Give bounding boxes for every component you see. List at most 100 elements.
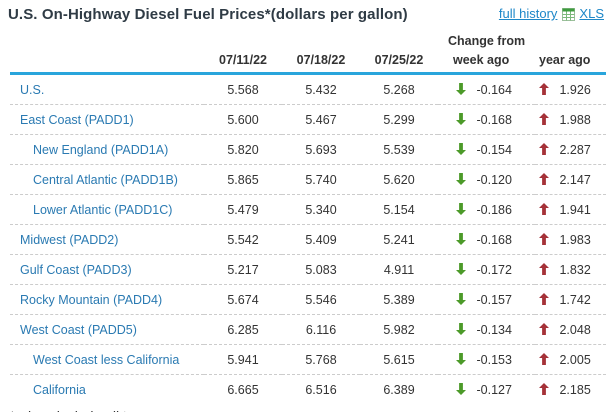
price-cell: 5.542 [204, 224, 282, 255]
year-change-cell: 1.742 [535, 284, 606, 315]
price-cell: 5.539 [360, 134, 438, 165]
col-header-week-ago: week ago [438, 48, 535, 75]
down-arrow-icon [456, 202, 466, 215]
price-cell: 5.941 [204, 344, 282, 375]
price-cell: 5.083 [282, 254, 360, 285]
xls-link[interactable]: XLS [579, 6, 604, 21]
full-history-link[interactable]: full history [498, 6, 558, 21]
week-change-cell: -0.127 [438, 375, 535, 405]
up-arrow-icon [539, 172, 549, 185]
price-cell: 5.600 [204, 104, 282, 135]
down-arrow-icon [456, 82, 466, 95]
region-label: Gulf Coast (PADD3) [10, 254, 204, 285]
week-change-cell: -0.157 [438, 284, 535, 315]
change-from-label: Change from [448, 34, 526, 48]
price-cell: 5.389 [360, 284, 438, 315]
year-change-value: 1.926 [559, 82, 591, 97]
price-cell: 5.217 [204, 254, 282, 285]
region-label: Rocky Mountain (PADD4) [10, 284, 204, 315]
header-links: full history XLS [499, 6, 606, 21]
week-change-value: -0.134 [476, 322, 512, 337]
week-change-cell: -0.168 [438, 104, 535, 135]
week-change-value: -0.168 [476, 112, 512, 127]
price-cell: 6.285 [204, 314, 282, 345]
price-cell: 5.268 [360, 73, 438, 105]
region-label: New England (PADD1A) [10, 134, 204, 165]
year-change-cell: 1.988 [535, 104, 606, 135]
week-change-value: -0.120 [476, 172, 512, 187]
down-arrow-icon [456, 112, 466, 125]
table-body: U.S. 5.568 5.432 5.268 -0.164 1.926 East… [10, 73, 606, 405]
up-arrow-icon [539, 352, 549, 365]
week-change-cell: -0.164 [438, 73, 535, 105]
price-cell: 4.911 [360, 254, 438, 285]
price-cell: 5.340 [282, 194, 360, 225]
table-row: California 6.665 6.516 6.389 -0.127 2.18… [10, 375, 606, 405]
year-change-cell: 1.983 [535, 224, 606, 255]
footnote: *prices include all taxes [9, 408, 606, 412]
up-arrow-icon [539, 382, 549, 395]
up-arrow-icon [539, 202, 549, 215]
down-arrow-icon [456, 232, 466, 245]
table-row: New England (PADD1A) 5.820 5.693 5.539 -… [10, 134, 606, 165]
table-row: East Coast (PADD1) 5.600 5.467 5.299 -0.… [10, 104, 606, 135]
year-change-value: 2.147 [559, 172, 591, 187]
table-row: U.S. 5.568 5.432 5.268 -0.164 1.926 [10, 73, 606, 105]
week-change-value: -0.168 [476, 232, 512, 247]
week-change-value: -0.154 [476, 142, 512, 157]
price-cell: 5.479 [204, 194, 282, 225]
up-arrow-icon [539, 292, 549, 305]
region-label: West Coast (PADD5) [10, 314, 204, 345]
price-cell: 5.615 [360, 344, 438, 375]
price-cell: 6.389 [383, 382, 415, 397]
diesel-prices-table: Change from 07/11/22 07/18/22 07/25/22 w… [10, 30, 606, 404]
week-change-value: -0.153 [476, 352, 512, 367]
table-row: Rocky Mountain (PADD4) 5.674 5.546 5.389… [10, 284, 606, 315]
year-change-value: 1.742 [559, 292, 591, 307]
year-change-value: 2.048 [559, 322, 591, 337]
week-change-cell: -0.153 [438, 344, 535, 375]
week-change-value: -0.164 [476, 82, 512, 97]
price-cell: 5.768 [282, 344, 360, 375]
year-change-value: 2.185 [559, 382, 591, 397]
spacer-cell [10, 30, 438, 48]
price-cell: 5.467 [282, 104, 360, 135]
price-cell: 5.982 [360, 314, 438, 345]
col-header-date-3: 07/25/22 [360, 48, 438, 75]
week-change-cell: -0.186 [438, 194, 535, 225]
region-label: California [33, 382, 86, 397]
price-cell: 5.568 [204, 73, 282, 105]
week-change-value: -0.127 [476, 382, 512, 397]
price-cell: 5.546 [282, 284, 360, 315]
col-header-year-ago: year ago [535, 48, 606, 75]
table-row: West Coast (PADD5) 6.285 6.116 5.982 -0.… [10, 314, 606, 345]
col-header-date-1: 07/11/22 [204, 48, 282, 75]
table-row: West Coast less California 5.941 5.768 5… [10, 344, 606, 375]
region-label: West Coast less California [10, 344, 204, 375]
page-title: U.S. On-Highway Diesel Fuel Prices*(doll… [8, 6, 408, 23]
region-label: U.S. [10, 73, 204, 105]
region-label: Lower Atlantic (PADD1C) [10, 194, 204, 225]
region-label: Central Atlantic (PADD1B) [10, 164, 204, 195]
price-cell: 5.620 [360, 164, 438, 195]
down-arrow-icon [456, 142, 466, 155]
table-row: Lower Atlantic (PADD1C) 5.479 5.340 5.15… [10, 194, 606, 225]
price-cell: 5.409 [282, 224, 360, 255]
up-arrow-icon [539, 232, 549, 245]
price-cell: 5.674 [204, 284, 282, 315]
year-change-value: 2.287 [559, 142, 591, 157]
down-arrow-icon [456, 382, 466, 395]
col-header-date-2: 07/18/22 [282, 48, 360, 75]
year-change-value: 2.005 [559, 352, 591, 367]
price-cell: 5.154 [360, 194, 438, 225]
week-change-cell: -0.172 [438, 254, 535, 285]
table-row: Central Atlantic (PADD1B) 5.865 5.740 5.… [10, 164, 606, 195]
year-change-cell: 2.005 [535, 344, 606, 375]
up-arrow-icon [539, 262, 549, 275]
price-cell: 5.241 [360, 224, 438, 255]
region-column-header [10, 48, 204, 75]
year-change-cell: 2.287 [535, 134, 606, 165]
price-cell: 5.865 [204, 164, 282, 195]
widget-header: U.S. On-Highway Diesel Fuel Prices*(doll… [8, 6, 606, 30]
week-change-value: -0.186 [476, 202, 512, 217]
